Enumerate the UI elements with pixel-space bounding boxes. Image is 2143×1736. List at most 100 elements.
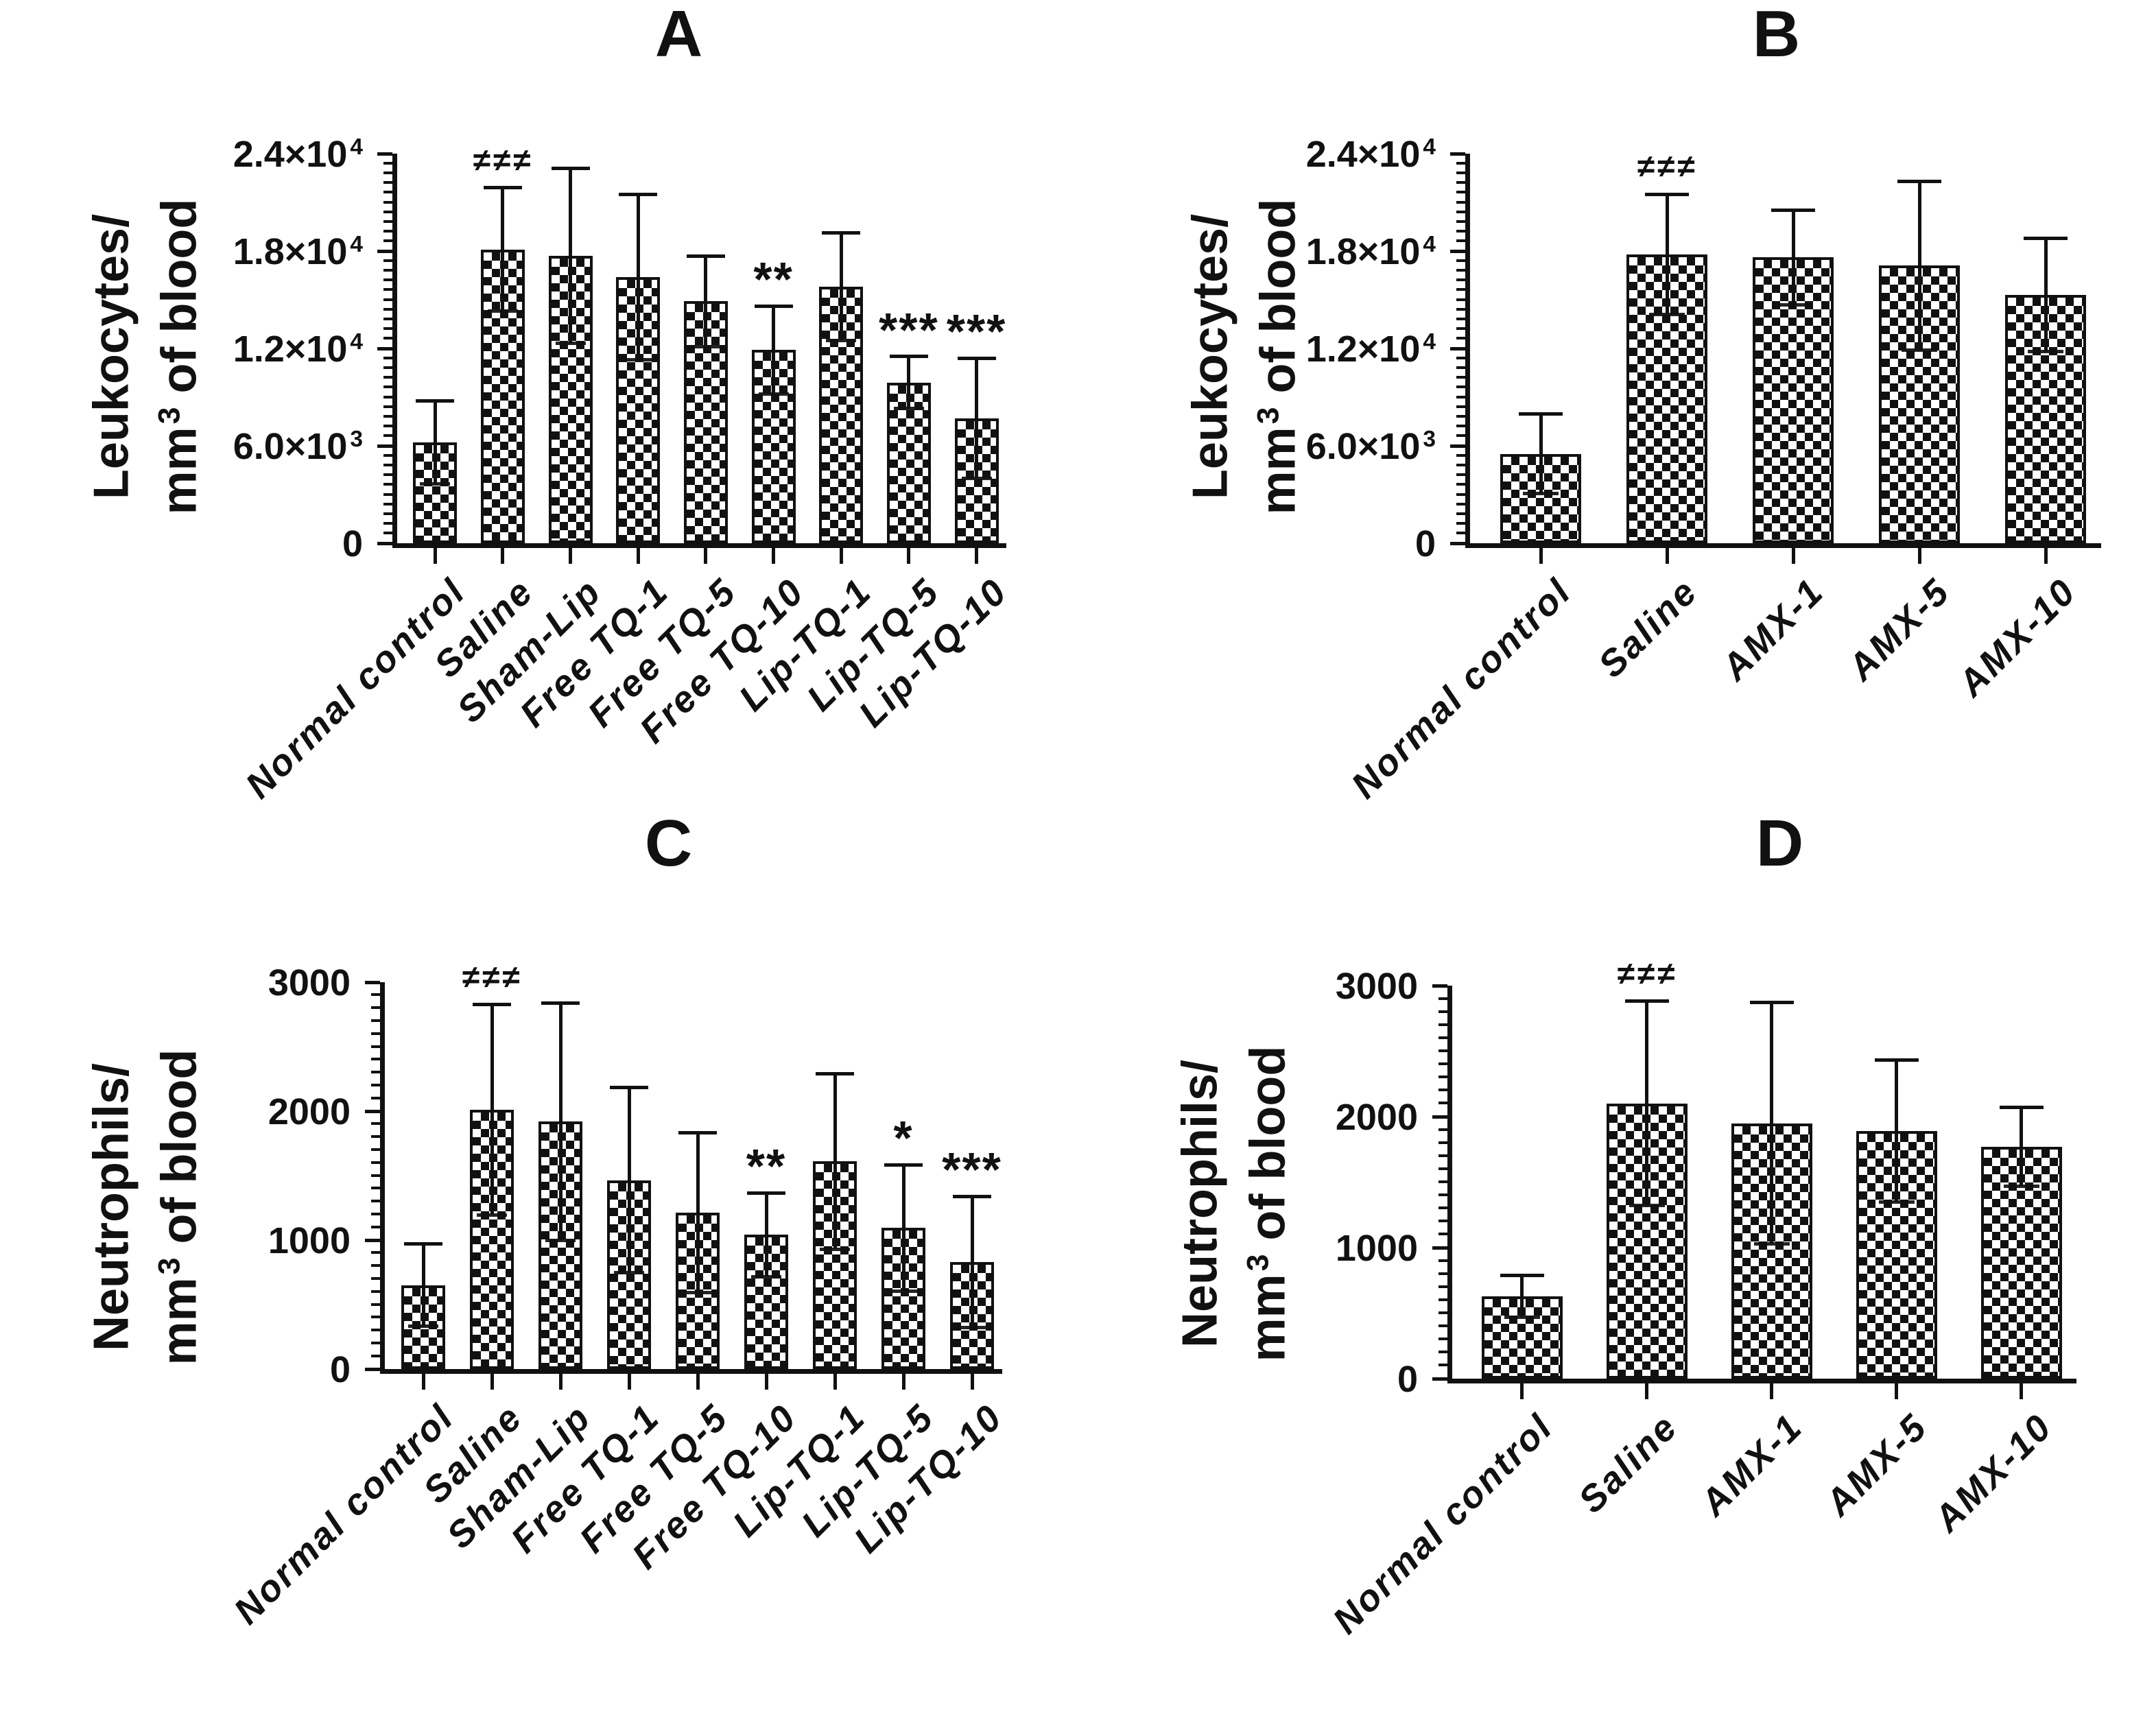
y-major-tick (377, 346, 392, 350)
x-tick (907, 543, 911, 564)
error-bar-cap (541, 1001, 580, 1005)
bar-free-tq-10 (751, 350, 796, 543)
error-bar-cap (1624, 999, 1669, 1003)
x-tick (636, 543, 640, 564)
y-minor-tick (383, 317, 392, 320)
y-minor-tick (371, 1303, 380, 1306)
y-major-tick (377, 249, 392, 253)
y-minor-tick (383, 288, 392, 292)
y-minor-tick (1456, 414, 1465, 418)
error-bar-line (696, 1132, 700, 1293)
y-minor-tick (383, 171, 392, 174)
error-bar-lower-cap (623, 358, 654, 362)
panel-c: C Neutrophils/mm3 of blood 0 1000 2000 3000… (0, 809, 1072, 1689)
y-minor-tick (1456, 425, 1465, 428)
x-tick (2044, 543, 2048, 564)
error-bar-line (501, 187, 505, 311)
error-bar-line (839, 233, 843, 341)
y-major-tick (365, 1238, 380, 1242)
y-minor-tick (383, 268, 392, 272)
plot-area: 0 6.0×10 3 1.2×10 4 1.8×10 4 2.4×10 4 Normal cont… (233, 135, 1015, 806)
bar-saline (1606, 1103, 1688, 1379)
y-minor-tick (383, 298, 392, 301)
significance-annotation: * (893, 1111, 914, 1165)
error-bar-lower-cap (1775, 302, 1812, 307)
y-minor-tick (383, 278, 392, 282)
error-bar-line (1539, 414, 1543, 494)
y-minor-tick (1438, 1180, 1447, 1183)
y-minor-tick (371, 1058, 380, 1061)
y-minor-tick (1456, 268, 1465, 272)
y-minor-tick (1456, 512, 1465, 515)
error-bar-cap (678, 1130, 717, 1134)
y-tick-label: 6.0×10 3 (1305, 426, 1436, 467)
error-bar-line (1520, 1275, 1524, 1318)
y-minor-tick (371, 1083, 380, 1086)
y-major-tick (365, 980, 380, 984)
x-tick (501, 543, 505, 564)
y-tick-label: 3000 (1335, 966, 1418, 1007)
y-minor-tick (371, 1354, 380, 1357)
y-tick-label: 2000 (268, 1091, 351, 1132)
y-minor-tick (371, 1032, 380, 1035)
error-bar-lower-cap (2028, 350, 2064, 354)
bar-sham-lip (548, 256, 593, 543)
y-minor-tick (1456, 463, 1465, 466)
y-minor-tick (383, 327, 392, 331)
y-minor-tick (1456, 522, 1465, 525)
significance-annotation: *** (942, 1143, 1002, 1197)
x-tick (1645, 1379, 1649, 1399)
y-minor-tick (371, 1341, 380, 1344)
y-minor-tick (383, 414, 392, 418)
x-tick (558, 1369, 563, 1390)
error-bar-cap (404, 1242, 442, 1246)
x-tick (1895, 1379, 1899, 1399)
y-tick-label: 1000 (268, 1220, 351, 1261)
y-minor-tick (383, 191, 392, 194)
error-bar-line (558, 1003, 563, 1240)
y-tick-label: 0 (329, 1349, 351, 1390)
error-bar-line (421, 1244, 425, 1327)
y-minor-tick (1438, 1351, 1447, 1354)
y-minor-tick (1438, 1324, 1447, 1328)
error-bar-line (1665, 194, 1669, 315)
y-minor-tick (1456, 161, 1465, 165)
error-bar-line (772, 306, 776, 394)
significance-annotation: ≠≠≠ (462, 958, 522, 995)
y-minor-tick (371, 1122, 380, 1126)
x-tick (1770, 1379, 1774, 1399)
error-bar-line (636, 194, 640, 360)
y-minor-tick (1456, 288, 1465, 292)
y-major-tick (377, 541, 392, 545)
x-tick (1917, 543, 1921, 564)
panel-title-a: A (654, 0, 704, 71)
y-minor-tick (1456, 502, 1465, 506)
y-minor-tick (1438, 1311, 1447, 1314)
y-minor-tick (383, 239, 392, 243)
significance-annotation: ** (753, 252, 794, 307)
error-bar-cap (610, 1085, 648, 1089)
y-minor-tick (1456, 298, 1465, 301)
y-major-tick (377, 152, 392, 156)
error-bar-cap (1999, 1106, 2044, 1110)
y-minor-tick (1438, 1102, 1447, 1105)
y-minor-tick (383, 483, 392, 486)
y-major-tick (1450, 249, 1465, 253)
y-minor-tick (1456, 278, 1465, 282)
error-bar-cap (1749, 1001, 1794, 1005)
error-bar-line (975, 358, 979, 479)
y-minor-tick (1456, 307, 1465, 311)
error-bar-cap (551, 166, 590, 170)
y-minor-tick (1456, 239, 1465, 243)
y-tick-label: 2000 (1335, 1097, 1418, 1138)
y-minor-tick (1456, 259, 1465, 262)
y-minor-tick (1456, 337, 1465, 340)
y-minor-tick (383, 337, 392, 340)
y-minor-tick (1456, 366, 1465, 369)
y-tick-label: 1000 (1335, 1228, 1418, 1269)
y-minor-tick (383, 473, 392, 477)
y-minor-tick (383, 259, 392, 262)
x-tick (704, 543, 708, 564)
y-minor-tick (371, 1161, 380, 1164)
error-bar-cap (1500, 1273, 1544, 1277)
